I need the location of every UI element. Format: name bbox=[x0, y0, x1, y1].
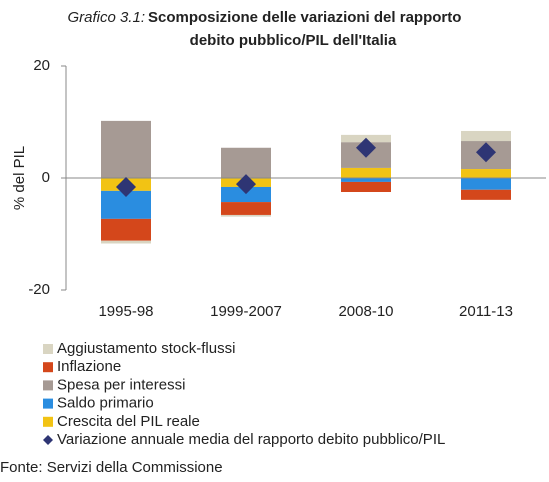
x-tick-label: 1999-2007 bbox=[210, 303, 282, 320]
x-tick-label: 2008-10 bbox=[338, 303, 393, 320]
diamond-marker bbox=[476, 142, 496, 163]
legend-label: Saldo primario bbox=[57, 395, 154, 412]
bar-segment bbox=[461, 178, 511, 190]
y-tick-label: -20 bbox=[28, 281, 50, 298]
bar-segment bbox=[461, 130, 511, 142]
legend-swatch bbox=[43, 362, 53, 373]
y-axis-label: % del PIL bbox=[11, 146, 28, 210]
y-tick-label: 20 bbox=[33, 57, 50, 74]
bar-segment bbox=[341, 178, 391, 182]
chart-title: debito pubblico/PIL dell'Italia bbox=[190, 32, 397, 49]
bar-segment bbox=[461, 189, 511, 200]
bar-segment bbox=[101, 120, 151, 178]
y-tick-label: 0 bbox=[42, 169, 50, 186]
legend-label: Spesa per interessi bbox=[57, 376, 185, 393]
legend-swatch bbox=[43, 344, 53, 354]
legend-swatch bbox=[43, 380, 53, 391]
chart-title: Scomposizione delle variazioni del rappo… bbox=[148, 9, 461, 26]
legend-swatch bbox=[43, 398, 53, 409]
bar-segment bbox=[101, 240, 151, 244]
legend-label: Crescita del PIL reale bbox=[57, 413, 200, 430]
legend-swatch bbox=[43, 416, 53, 427]
x-tick-label: 1995-98 bbox=[98, 303, 153, 320]
bar-segment bbox=[461, 169, 511, 178]
legend-label: Inflazione bbox=[57, 358, 121, 375]
bar-segment bbox=[221, 202, 271, 215]
diamond-marker bbox=[116, 176, 136, 197]
bar-segment bbox=[341, 167, 391, 178]
x-tick-label: 2011-13 bbox=[459, 303, 513, 320]
legend-label: Variazione annuale media del rapporto de… bbox=[57, 431, 445, 448]
chart-title-label: Grafico 3.1: bbox=[67, 9, 145, 26]
diamond-marker bbox=[236, 174, 256, 195]
bar-segment bbox=[101, 218, 151, 241]
source: Fonte: Servizi della Commissione bbox=[0, 459, 223, 476]
diamond-marker bbox=[356, 137, 376, 158]
bar-segment bbox=[221, 214, 271, 217]
bar-segment bbox=[221, 147, 271, 178]
legend-label: Aggiustamento stock-flussi bbox=[57, 340, 235, 357]
bar-segment bbox=[221, 186, 271, 203]
legend-marker bbox=[43, 435, 53, 445]
bar-segment bbox=[341, 181, 391, 192]
